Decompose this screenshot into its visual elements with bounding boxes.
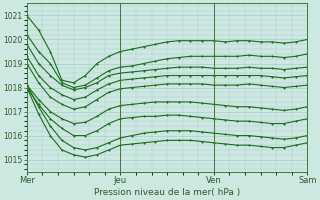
X-axis label: Pression niveau de la mer( hPa ): Pression niveau de la mer( hPa ) bbox=[94, 188, 240, 197]
